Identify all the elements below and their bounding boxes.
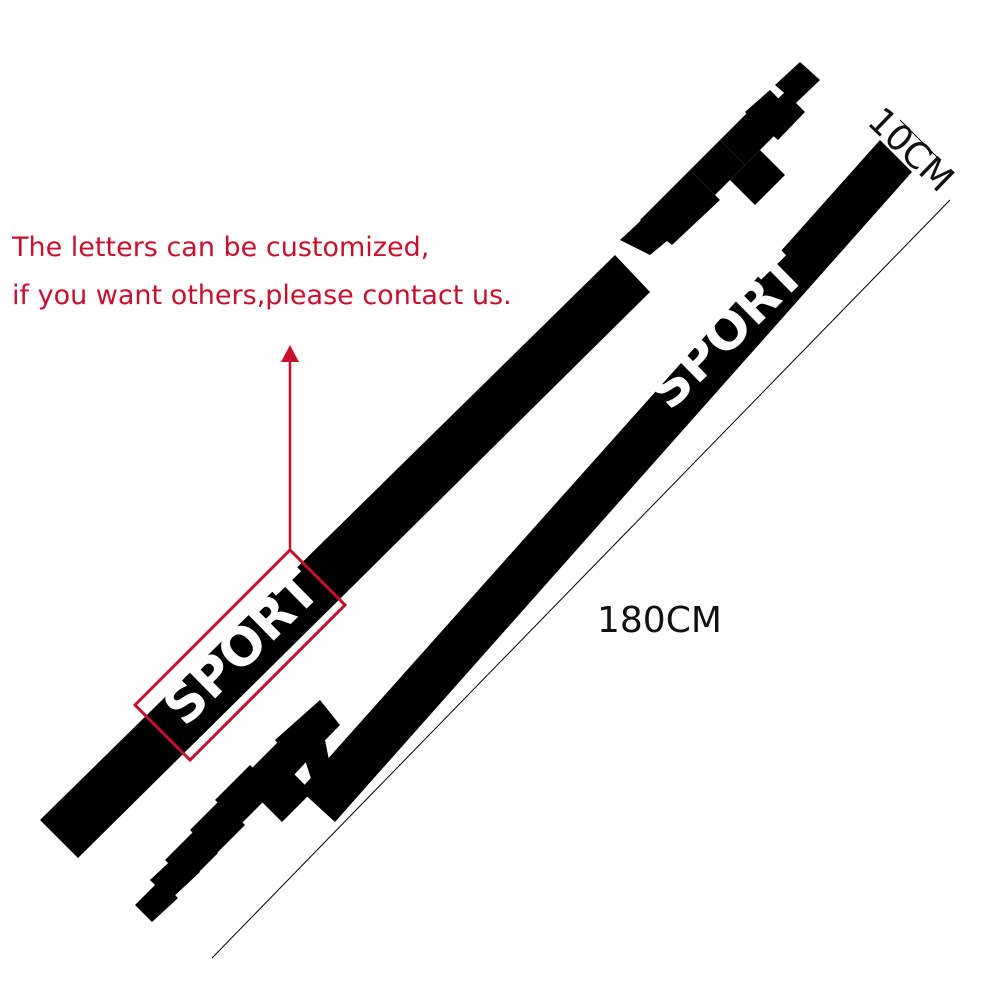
length-label: 180CM <box>597 600 722 641</box>
stripe-bottom-sport-text: SPORT <box>637 243 817 421</box>
note-line-2: if you want others,please contact us. <box>12 280 512 311</box>
stripe-top-body <box>40 255 650 858</box>
stripe-bottom-body <box>300 140 912 822</box>
stripe-bottom-checker-pattern <box>135 700 340 922</box>
note-line-1: The letters can be customized, <box>12 232 430 263</box>
width-dimension-line <box>899 119 941 161</box>
highlight-box <box>132 547 348 763</box>
stripe-top: SPORT <box>40 62 820 858</box>
length-dimension-line <box>211 199 951 959</box>
arrow-head-icon <box>281 345 299 362</box>
stripe-top-checker-pattern <box>620 62 820 255</box>
stripe-top-sport-text: SPORT <box>152 559 332 737</box>
